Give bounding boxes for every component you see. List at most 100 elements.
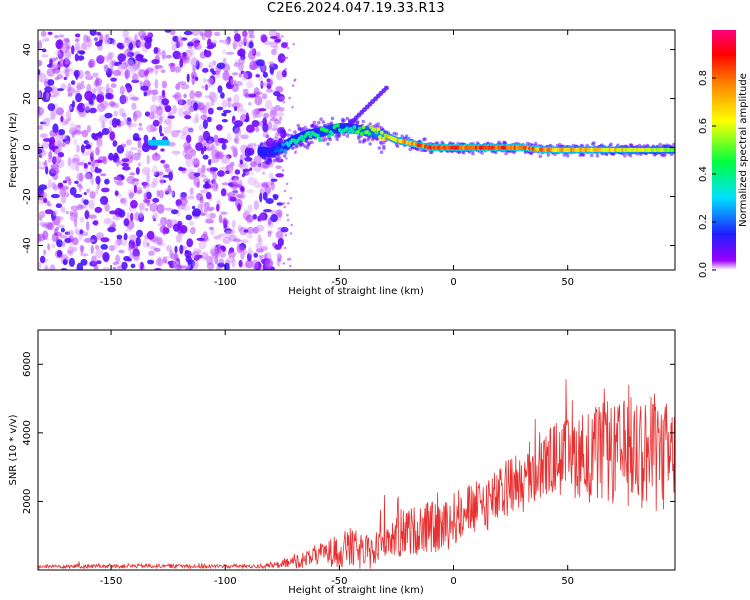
noise-speck: [195, 113, 199, 123]
noise-speck: [83, 102, 92, 111]
noise-speck: [129, 172, 136, 176]
noise-speck: [277, 53, 286, 64]
signal-halo: [589, 153, 594, 158]
noise-speck: [42, 48, 47, 53]
y-tick-label: -40: [22, 237, 33, 253]
noise-speck: [275, 209, 283, 218]
noise-speck: [203, 30, 212, 37]
noise-speck: [222, 218, 230, 226]
signal-halo: [326, 142, 330, 146]
noise-speck: [164, 164, 170, 173]
noise-speck: [121, 261, 128, 270]
noise-speck: [188, 220, 195, 227]
noise-speck: [214, 70, 221, 76]
noise-speck: [199, 30, 204, 37]
noise-speck: [100, 237, 110, 243]
noise-speck: [236, 102, 244, 113]
noise-speck: [131, 102, 137, 111]
noise-speck: [283, 189, 287, 193]
noise-speck: [94, 206, 103, 213]
noise-speck: [266, 88, 273, 93]
noise-speck: [274, 131, 279, 139]
x-tick-label: -150: [100, 576, 123, 587]
signal-core: [356, 130, 360, 134]
noise-speck: [58, 34, 65, 38]
noise-speck: [160, 159, 166, 164]
noise-speck: [146, 242, 150, 248]
noise-speck: [255, 51, 261, 57]
noise-speck: [275, 86, 284, 93]
noise-speck: [281, 56, 285, 59]
signal-halo: [581, 153, 586, 157]
noise-speck: [185, 168, 194, 172]
signal-halo: [317, 120, 321, 125]
noise-speck: [259, 192, 263, 203]
noise-speck: [138, 123, 143, 127]
x-tick-label: -50: [331, 576, 347, 587]
signal-core: [352, 125, 357, 130]
noise-speck: [245, 171, 254, 176]
noise-speck: [285, 182, 289, 186]
signal-core: [308, 134, 313, 139]
noise-speck: [138, 210, 144, 219]
noise-speck: [275, 173, 284, 178]
noise-speck: [255, 242, 262, 250]
noise-speck: [253, 91, 263, 96]
noise-speck: [172, 35, 179, 42]
noise-speck: [187, 172, 191, 177]
noise-speck: [252, 109, 257, 120]
noise-speck: [204, 102, 211, 109]
signal-halo: [361, 119, 366, 124]
noise-speck: [139, 261, 144, 270]
noise-speck: [77, 69, 84, 80]
signal-halo: [257, 163, 262, 167]
noise-speck: [207, 77, 214, 87]
noise-speck: [96, 138, 103, 148]
noise-speck: [207, 107, 214, 115]
signal-halo: [672, 142, 675, 147]
noise-speck: [164, 118, 172, 125]
noise-speck: [184, 153, 193, 160]
noise-speck: [169, 30, 176, 36]
noise-speck: [50, 193, 60, 199]
noise-speck: [51, 234, 56, 243]
noise-speck: [146, 199, 151, 207]
noise-speck: [284, 233, 288, 237]
noise-speck: [137, 41, 146, 47]
noise-speck: [245, 112, 249, 121]
noise-speck: [184, 145, 193, 155]
noise-speck: [290, 223, 294, 227]
noise-speck: [103, 217, 112, 225]
noise-speck: [44, 209, 54, 215]
noise-speck: [191, 75, 196, 85]
signal-halo: [272, 158, 277, 163]
noise-speck: [138, 202, 145, 211]
noise-speck: [270, 178, 278, 182]
noise-speck: [226, 132, 232, 142]
x-tick-label: -100: [214, 277, 237, 288]
noise-speck: [119, 85, 125, 96]
noise-speck: [79, 245, 85, 251]
noise-speck: [81, 129, 89, 138]
noise-speck: [242, 88, 249, 93]
noise-speck: [247, 204, 253, 213]
noise-speck: [186, 134, 192, 143]
noise-speck: [138, 162, 141, 167]
noise-speck: [88, 60, 94, 69]
noise-speck: [108, 101, 116, 107]
noise-speck: [242, 108, 247, 115]
noise-speck: [173, 223, 180, 232]
noise-speck: [126, 175, 136, 184]
noise-speck: [281, 69, 287, 78]
noise-speck: [79, 229, 84, 235]
noise-speck: [174, 245, 178, 254]
noise-speck: [94, 41, 103, 47]
noise-speck: [106, 38, 111, 46]
noise-speck: [251, 120, 260, 127]
noise-speck: [86, 125, 91, 133]
noise-speck: [122, 166, 131, 171]
signal-core: [358, 126, 362, 131]
noise-speck: [264, 258, 274, 268]
noise-speck: [160, 148, 165, 152]
noise-speck: [259, 81, 268, 87]
